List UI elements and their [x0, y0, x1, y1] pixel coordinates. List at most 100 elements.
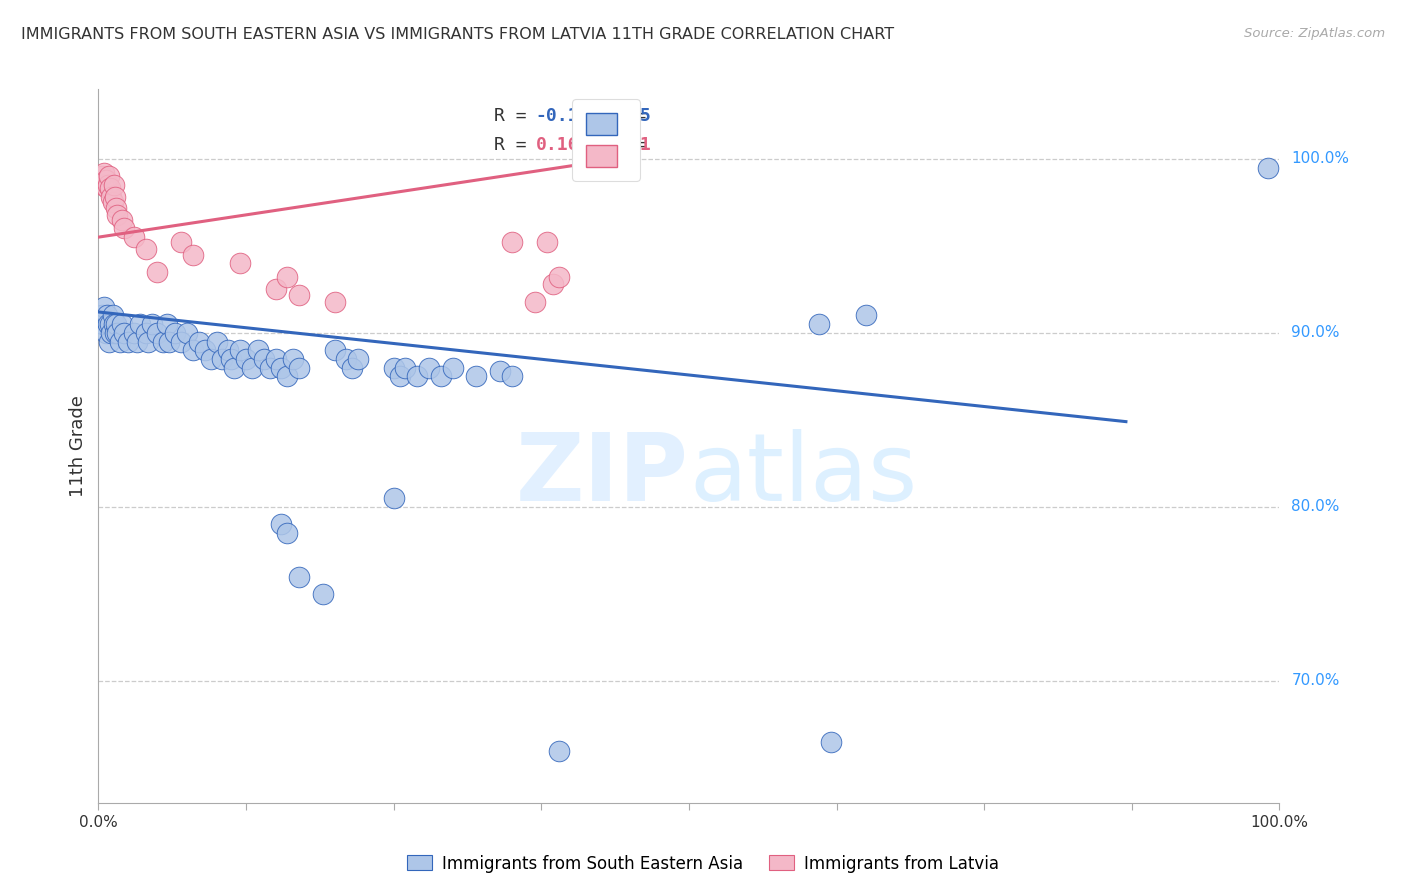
Point — [165, 326, 187, 340]
Point — [93, 300, 115, 314]
Point — [112, 326, 135, 340]
Text: Source: ZipAtlas.com: Source: ZipAtlas.com — [1244, 27, 1385, 40]
Point — [141, 317, 163, 331]
Point — [127, 334, 149, 349]
Point — [181, 343, 204, 358]
Point — [541, 277, 564, 292]
Point — [117, 334, 139, 349]
Point — [323, 294, 346, 309]
Point — [112, 221, 135, 235]
Point — [441, 360, 464, 375]
Point — [283, 351, 305, 366]
Point — [105, 207, 128, 221]
Point — [548, 743, 571, 757]
Point — [270, 517, 292, 532]
Text: N =: N = — [592, 107, 658, 125]
Point — [105, 317, 128, 331]
Point — [91, 178, 114, 192]
Point — [276, 526, 298, 541]
Point — [96, 181, 118, 195]
Point — [276, 270, 298, 285]
Text: 100.0%: 100.0% — [1291, 152, 1350, 166]
Point — [146, 326, 169, 340]
Point — [103, 178, 125, 192]
Point — [96, 309, 118, 323]
Point — [170, 235, 193, 250]
Point — [323, 343, 346, 358]
Point — [288, 360, 311, 375]
Point — [229, 343, 252, 358]
Point — [394, 360, 416, 375]
Point — [253, 351, 276, 366]
Point — [219, 351, 242, 366]
Point — [135, 326, 157, 340]
Point — [501, 369, 523, 384]
Point — [93, 166, 115, 180]
Point — [181, 247, 204, 261]
Point — [501, 235, 523, 250]
Point — [347, 351, 370, 366]
Point — [335, 351, 357, 366]
Point — [820, 735, 842, 749]
Point — [156, 317, 179, 331]
Text: N =: N = — [592, 136, 658, 153]
Point — [224, 360, 246, 375]
Point — [98, 181, 121, 195]
Point — [104, 190, 127, 204]
Point — [264, 282, 287, 296]
Point — [259, 360, 281, 375]
Text: atlas: atlas — [689, 428, 917, 521]
Text: 80.0%: 80.0% — [1291, 500, 1340, 515]
Point — [312, 587, 335, 601]
Point — [211, 351, 233, 366]
Point — [111, 317, 134, 331]
Point — [100, 190, 122, 204]
Point — [807, 317, 830, 331]
Point — [388, 369, 411, 384]
Text: R =: R = — [494, 136, 537, 153]
Point — [1257, 161, 1279, 175]
Point — [105, 326, 128, 340]
Point — [97, 317, 120, 331]
Point — [101, 309, 124, 323]
Point — [128, 317, 150, 331]
Text: 70.0%: 70.0% — [1291, 673, 1340, 689]
Point — [103, 317, 125, 331]
Point — [101, 195, 124, 210]
Point — [104, 326, 127, 340]
Point — [276, 369, 298, 384]
Point — [97, 178, 120, 192]
Point — [264, 351, 287, 366]
Legend: , : , — [572, 99, 640, 181]
Point — [342, 360, 364, 375]
Point — [548, 270, 571, 285]
Text: R =: R = — [494, 107, 537, 125]
Point — [217, 343, 239, 358]
Point — [105, 201, 128, 215]
Point — [229, 256, 252, 270]
Point — [240, 360, 263, 375]
Point — [205, 334, 228, 349]
Point — [524, 294, 547, 309]
Point — [246, 343, 269, 358]
Point — [100, 326, 122, 340]
Point — [382, 491, 405, 506]
Point — [418, 360, 440, 375]
Point — [536, 235, 558, 250]
Point — [288, 287, 311, 301]
Point — [406, 369, 429, 384]
Point — [489, 364, 512, 378]
Point — [94, 172, 117, 186]
Point — [200, 351, 222, 366]
Point — [430, 369, 453, 384]
Point — [122, 230, 145, 244]
Legend: Immigrants from South Eastern Asia, Immigrants from Latvia: Immigrants from South Eastern Asia, Immi… — [401, 848, 1005, 880]
Point — [91, 309, 114, 323]
Point — [91, 317, 114, 331]
Text: 0.169: 0.169 — [536, 136, 589, 153]
Point — [465, 369, 488, 384]
Point — [98, 169, 121, 184]
Point — [108, 334, 131, 349]
Point — [270, 360, 292, 375]
Point — [187, 334, 209, 349]
